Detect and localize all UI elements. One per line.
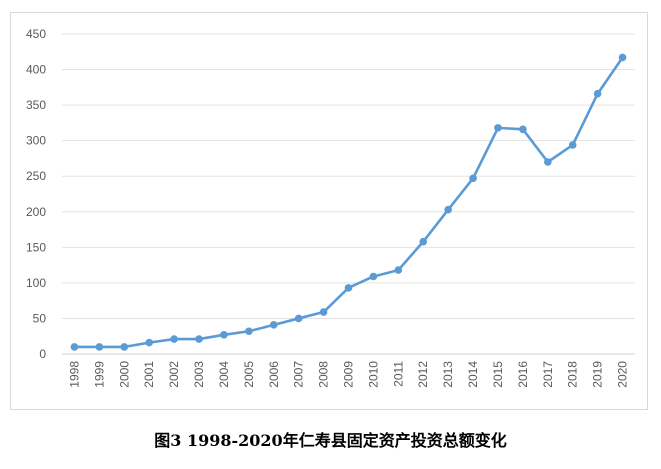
figure-caption: 图3 1998-2020年仁寿县固定资产投资总额变化 [154,431,507,450]
x-tick-label: 2020 [616,361,630,388]
x-tick-label: 2000 [117,361,131,388]
y-tick-label: 150 [26,240,46,254]
y-tick-label: 50 [33,311,47,325]
x-tick-label: 1998 [67,361,81,388]
x-tick-label: 2005 [242,361,256,388]
y-tick-label: 200 [26,205,46,219]
x-tick-label: 2015 [491,361,505,388]
data-point [145,338,153,347]
x-tick-label: 2002 [167,361,181,388]
data-point [394,266,403,274]
x-tick-label: 2008 [317,361,331,388]
data-point [70,343,79,351]
x-tick-label: 2007 [292,361,306,388]
data-point [444,205,452,214]
x-tick-label: 2001 [142,361,156,388]
x-tick-label: 2016 [516,361,530,388]
y-tick-label: 350 [26,98,46,112]
data-point [519,125,527,134]
data-point [95,343,104,351]
y-tick-label: 250 [26,169,46,183]
data-point [269,321,278,329]
x-tick-label: 2019 [591,361,605,388]
data-point [494,124,502,132]
x-tick-label: 2017 [541,361,555,388]
x-tick-label: 2012 [416,361,430,388]
gridlines [62,33,635,355]
x-axis-ticks: 1998 1999 2000 2001 2002 2003 2004 2005 2006 2007… [67,361,629,388]
x-tick-label: 1999 [92,361,106,388]
data-point [618,53,627,62]
data-point [245,327,253,336]
data-point [220,331,228,339]
x-tick-label: 2014 [466,361,480,388]
series [70,53,627,351]
data-point [319,308,328,316]
data-point [170,335,178,343]
x-tick-label: 2011 [391,361,405,387]
x-tick-label: 2010 [366,361,380,388]
data-point [120,343,129,351]
chart-frame [10,12,648,410]
data-point [419,237,428,246]
data-point [344,284,353,292]
x-tick-label: 2009 [342,361,356,388]
data-point [195,335,203,343]
x-tick-label: 2018 [566,361,580,388]
y-tick-label: 0 [39,347,46,361]
x-tick-label: 2003 [192,361,206,388]
data-point [568,141,577,149]
data-point [294,314,303,323]
series-line [73,56,624,349]
x-tick-label: 2006 [267,361,281,388]
y-tick-label: 450 [26,27,46,41]
data-point [593,89,602,98]
y-tick-label: 100 [26,276,46,290]
y-axis-ticks: 0 50 100 150 200 250 300 350 400 450 [26,27,46,361]
data-point [369,272,378,281]
data-point [469,174,477,183]
x-tick-label: 2013 [441,361,455,388]
x-tick-label: 2004 [217,361,231,388]
y-tick-label: 400 [26,63,46,77]
data-point [544,158,552,166]
y-tick-label: 300 [26,134,46,148]
